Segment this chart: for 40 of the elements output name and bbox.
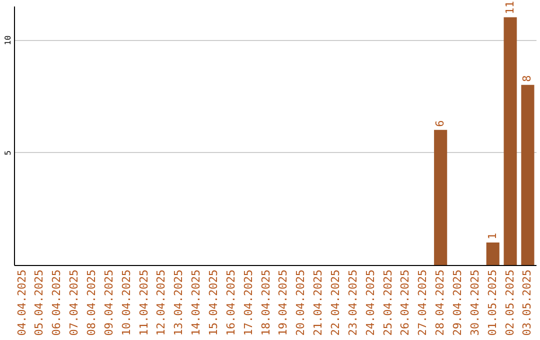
- x-tick-label: 28.04.2025: [434, 270, 447, 336]
- data-label: 11: [503, 1, 516, 14]
- x-tick-label: 22.04.2025: [329, 270, 342, 336]
- x-tick-label: 21.04.2025: [312, 270, 325, 336]
- x-tick-label: 25.04.2025: [381, 270, 394, 336]
- x-tick-label: 18.04.2025: [259, 270, 272, 336]
- bar: [434, 130, 448, 265]
- y-tick-label: 5: [4, 150, 12, 156]
- x-tick-label: 13.04.2025: [172, 270, 186, 336]
- x-tick-label: 26.04.2025: [398, 270, 412, 336]
- x-tick-label: 10.04.2025: [120, 270, 133, 336]
- x-tick-label: 19.04.2025: [276, 270, 290, 336]
- x-tick-label: 16.04.2025: [224, 270, 238, 336]
- x-tick-label: 07.04.2025: [68, 270, 81, 336]
- x-tick-label: 12.04.2025: [154, 270, 168, 336]
- x-tick-label: 30.04.2025: [468, 270, 482, 336]
- bar: [521, 84, 534, 265]
- x-tick-label: 17.04.2025: [242, 270, 255, 336]
- bar: [504, 17, 517, 265]
- data-label: 1: [486, 232, 499, 240]
- x-tick-label: 15.04.2025: [207, 270, 220, 336]
- x-tick-label: 04.04.2025: [15, 270, 28, 336]
- x-tick-label: 08.04.2025: [84, 270, 98, 336]
- data-label: 6: [434, 120, 447, 127]
- bar: [486, 242, 500, 265]
- data-label: 8: [520, 75, 534, 82]
- x-tick-label: 06.04.2025: [50, 270, 64, 336]
- x-tick-label: 09.04.2025: [102, 270, 116, 336]
- x-tick-label: 20.04.2025: [294, 270, 308, 336]
- x-tick-label: 05.04.2025: [32, 270, 46, 336]
- x-tick-label: 11.04.2025: [137, 270, 150, 336]
- x-tick-label: 27.04.2025: [416, 270, 430, 336]
- x-tick-label: 02.05.2025: [503, 270, 516, 336]
- x-tick-label: 24.04.2025: [364, 270, 377, 336]
- x-tick-label: 03.05.2025: [520, 270, 534, 336]
- x-tick-label: 23.04.2025: [346, 270, 360, 336]
- y-tick-label: 10: [4, 35, 12, 46]
- x-tick-label: 14.04.2025: [190, 270, 203, 336]
- x-tick-label: 01.05.2025: [486, 270, 499, 336]
- x-tick-label: 29.04.2025: [451, 270, 464, 336]
